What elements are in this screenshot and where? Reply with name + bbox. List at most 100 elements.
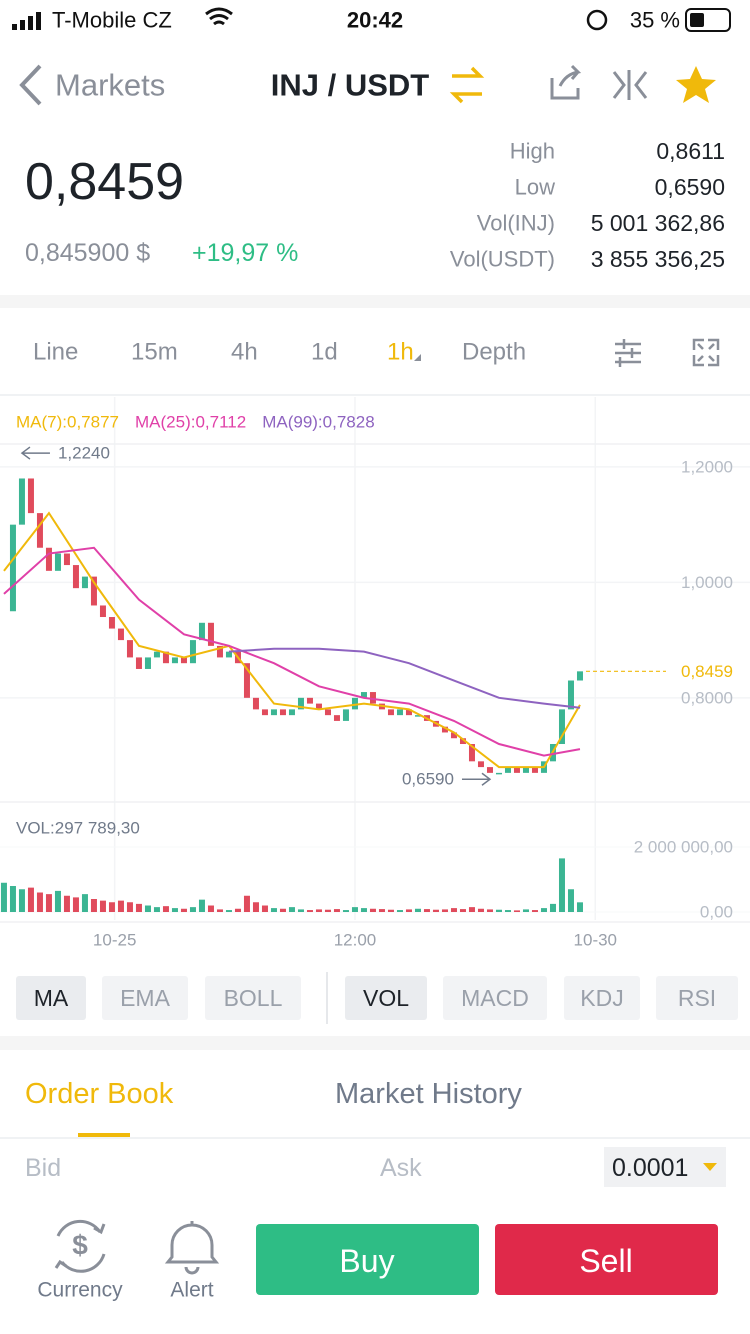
volume-bar (180, 908, 187, 913)
candle (369, 692, 376, 704)
swap-icon[interactable] (449, 66, 485, 104)
volume-bar (414, 908, 421, 913)
back-button[interactable]: Markets (55, 68, 165, 103)
ma-line (228, 647, 581, 709)
stat-label: Low (515, 175, 555, 200)
currency-label[interactable]: Currency (37, 1279, 123, 1302)
market-history-tab[interactable]: Market History (335, 1078, 522, 1110)
candle (288, 709, 295, 716)
candle (567, 680, 574, 710)
dropdown-icon (703, 1163, 717, 1171)
interval-tab[interactable]: 4h (231, 339, 258, 366)
volume-bar (279, 908, 286, 913)
candle (36, 513, 43, 548)
clock: 20:42 (347, 8, 403, 33)
compare-icon[interactable] (612, 70, 648, 100)
volume-bar (351, 907, 358, 913)
interval-tab[interactable]: 15m (131, 339, 178, 366)
candle (189, 640, 196, 664)
candle (342, 709, 349, 721)
indicator-button[interactable] (16, 976, 86, 1020)
volume-bar (261, 905, 268, 913)
indicator-label[interactable]: MACD (461, 985, 529, 1011)
volume-label: VOL:297 789,30 (16, 819, 140, 838)
volume-bar (63, 895, 70, 913)
price-change: +19,97 % (192, 239, 298, 267)
pair-title[interactable]: INJ / USDT (271, 68, 430, 103)
candle (9, 524, 16, 612)
candle (504, 767, 511, 773)
settings-icon[interactable] (615, 339, 641, 367)
candle (216, 645, 223, 658)
buy-button[interactable] (256, 1224, 479, 1295)
interval-tab[interactable]: 1h (387, 339, 414, 366)
back-icon[interactable] (19, 64, 42, 106)
precision-select[interactable] (604, 1147, 726, 1187)
indicator-button[interactable] (564, 976, 640, 1020)
last-price-label: 0,8459 (681, 662, 733, 681)
indicator-label[interactable]: EMA (120, 985, 171, 1011)
order-book-tab[interactable]: Order Book (25, 1078, 174, 1110)
sell-button[interactable] (495, 1224, 718, 1295)
interval-tab[interactable]: 1d (311, 339, 338, 366)
volume-tick-label: 2 000 000,00 (634, 838, 733, 857)
indicator-button[interactable] (345, 976, 427, 1020)
bid-header: Bid (25, 1154, 61, 1182)
interval-tabs: Line 15m 4h 1d 1h Depth (33, 339, 526, 366)
indicator-label[interactable]: VOL (363, 985, 409, 1011)
signal-icon (12, 12, 41, 30)
indicator-label[interactable]: BOLL (224, 985, 283, 1011)
volume-bar (423, 909, 430, 913)
wifi-icon (205, 7, 233, 26)
candle (297, 697, 304, 710)
high-label: 1,2240 (58, 444, 110, 463)
alert-label[interactable]: Alert (170, 1279, 213, 1302)
indicator-label[interactable]: KDJ (580, 985, 623, 1011)
volume-bar (315, 909, 322, 913)
indicator-button[interactable] (205, 976, 301, 1020)
ma-line (3, 546, 581, 757)
candle (144, 657, 151, 669)
favorite-icon[interactable] (676, 66, 716, 103)
candle (396, 709, 403, 716)
candle (576, 671, 583, 681)
volume-bar (441, 909, 448, 913)
volume-bar (36, 892, 43, 913)
candle (252, 697, 259, 710)
volume-bar (225, 910, 232, 913)
candle (486, 767, 493, 773)
volume-bar (540, 908, 547, 913)
indicator-label[interactable]: RSI (678, 985, 716, 1011)
candle (27, 478, 34, 514)
volume-bar (270, 908, 277, 913)
candle (117, 628, 124, 641)
volume-bar (558, 858, 565, 913)
legend-entry: MA(7):0,7877 (16, 413, 119, 432)
buy-label[interactable]: Buy (339, 1243, 394, 1279)
candle (207, 622, 214, 646)
sell-label[interactable]: Sell (579, 1243, 632, 1279)
volume-bar (486, 909, 493, 913)
currency-icon[interactable]: $ (54, 1219, 106, 1273)
alert-icon[interactable] (164, 1221, 220, 1275)
fullscreen-icon[interactable] (692, 338, 720, 367)
candle (513, 767, 520, 773)
volume-bar (576, 902, 583, 913)
volume-bar (162, 906, 169, 913)
precision-value[interactable]: 0.0001 (612, 1154, 688, 1182)
share-icon[interactable] (550, 64, 582, 100)
indicator-button[interactable] (656, 976, 738, 1020)
volume-bar (522, 909, 529, 913)
interval-tab[interactable]: Line (33, 339, 78, 366)
indicator-button[interactable] (443, 976, 547, 1020)
interval-tab[interactable]: Depth (462, 339, 526, 366)
candle (99, 605, 106, 618)
volume-bar (54, 890, 61, 913)
volume-bar (9, 886, 16, 913)
stat-value: 5 001 362,86 (591, 210, 725, 236)
indicator-button[interactable] (102, 976, 188, 1020)
stats: High 0,8611 Low 0,6590 Vol(INJ) 5 001 362,86 V… (450, 138, 725, 272)
lock-icon (586, 9, 608, 31)
candle (45, 547, 52, 571)
indicator-label[interactable]: MA (34, 985, 69, 1011)
